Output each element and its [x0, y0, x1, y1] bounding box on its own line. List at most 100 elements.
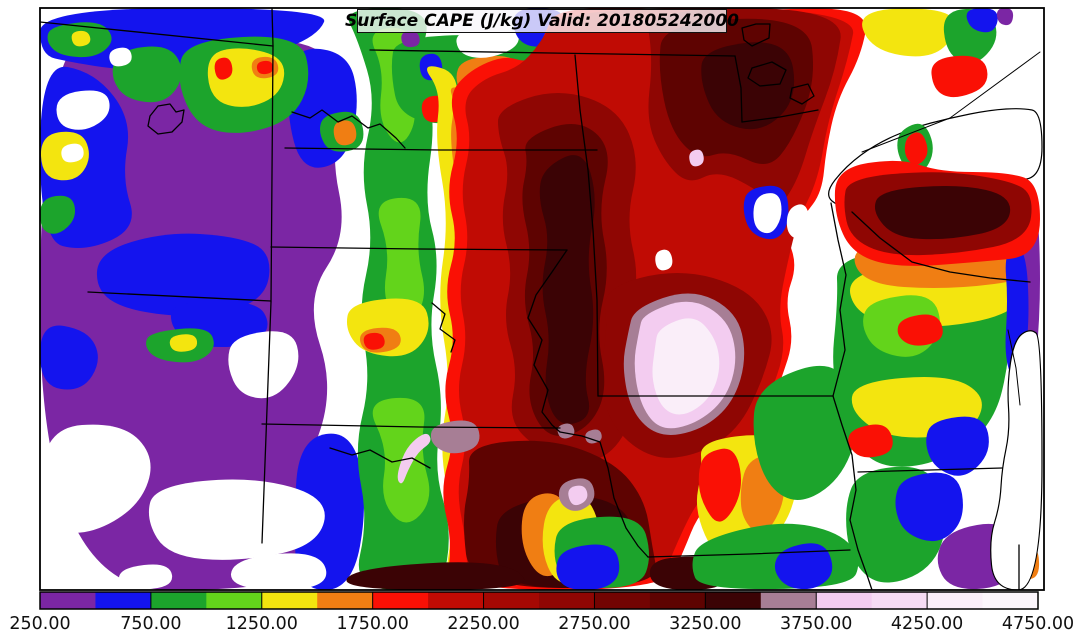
region-mauve-ne — [430, 420, 480, 454]
region-red-nc2 — [256, 60, 274, 75]
border-wi-il — [857, 467, 1003, 473]
colorbar-segment-4500 — [982, 592, 1039, 609]
border-sd-ne — [270, 246, 568, 251]
region-lake-michigan — [990, 330, 1043, 590]
border-co-wy — [87, 291, 272, 302]
lake-mn3 — [789, 83, 815, 105]
region-pink-s — [568, 485, 588, 506]
region-mn-lake1 — [753, 193, 782, 234]
region-white-w8b — [118, 564, 173, 590]
river-platte — [329, 447, 431, 469]
colorbar-tick-label: 4750.00 — [1002, 614, 1074, 633]
region-topc-white — [456, 26, 519, 58]
region-keweenaw-red — [904, 132, 928, 165]
region-thistle-mn-fleck — [689, 149, 704, 167]
region-mo-blue — [774, 543, 833, 590]
colorbar-segment-2250 — [483, 592, 540, 609]
river-wy — [291, 109, 406, 149]
region-white-w3b — [230, 553, 327, 590]
colorbar-segment-2750 — [594, 592, 651, 609]
region-mauve-dot-e1 — [557, 423, 575, 439]
region-pinkwhite-ia — [652, 318, 720, 415]
region-green-left-sm — [40, 195, 76, 234]
border-mn-west — [574, 54, 599, 397]
river-niobrara — [431, 302, 456, 353]
river-mississippi-low — [832, 395, 873, 590]
region-white-w7b — [109, 47, 132, 67]
colorbar-segment-500 — [95, 592, 152, 609]
region-blue-sw1 — [40, 325, 98, 390]
region-white-w8a — [44, 558, 95, 587]
region-purple-ne-dot — [996, 8, 1014, 26]
colorbar-segment-1750 — [372, 592, 429, 609]
region-brb-red — [698, 448, 741, 522]
colorbar-segment-3250 — [705, 592, 762, 609]
border-nw-angle — [734, 55, 743, 123]
colorbar-segment-1000 — [206, 592, 263, 609]
region-white-w4 — [228, 331, 299, 399]
region-yellow-sw-dot — [169, 334, 198, 352]
region-orange-301 — [333, 120, 357, 146]
colorbar-border — [39, 591, 1039, 610]
region-red-ne — [931, 55, 988, 98]
lake-red — [747, 61, 787, 87]
region-wi-red2 — [848, 424, 893, 458]
river-missouri-ne-ia — [527, 249, 568, 433]
region-blue-s-band — [294, 433, 364, 590]
colorbar-tick-label: 2750.00 — [558, 614, 630, 633]
region-maroon-mn — [701, 42, 795, 130]
colorbar-segment-750 — [150, 592, 207, 609]
border-ne-ks — [261, 423, 561, 429]
river-ne-mo — [559, 431, 649, 558]
lake-yellowstone — [147, 103, 185, 135]
region-white-w3a — [148, 479, 325, 560]
colorbar-tick-label: 2250.00 — [447, 614, 519, 633]
colorbar-segment-1250 — [261, 592, 318, 609]
river-mississippi-up — [830, 202, 847, 397]
border-intl-superior — [861, 51, 1041, 153]
colorbar-segment-2500 — [539, 592, 595, 609]
region-wi-red1 — [897, 314, 943, 346]
colorbar-segment-1500 — [317, 592, 374, 609]
region-ltgreen-band2 — [378, 197, 424, 323]
colorbar-segment-4250 — [927, 592, 984, 609]
region-il-blue — [895, 472, 963, 542]
region-maroon-strip-left — [346, 562, 525, 590]
region-white-w7a — [61, 143, 84, 163]
region-yellow-nw-dot — [71, 30, 91, 47]
region-mn-white-dot — [655, 249, 673, 271]
colorbar-tick-label: 4250.00 — [891, 614, 963, 633]
region-mn-lake2 — [786, 204, 810, 238]
state-border-layer — [40, 8, 1041, 590]
border-nd-sd — [284, 147, 598, 151]
border-ia-mo — [647, 549, 851, 558]
border-canada — [369, 49, 736, 57]
lake-of-the-woods — [741, 23, 771, 47]
region-maroon-central — [539, 155, 595, 424]
map-title-text: Surface CAPE (J/kg) Valid: 201805242000 — [345, 11, 740, 31]
region-blue-ne-dot — [966, 8, 998, 33]
colorbar-tick-label: 3250.00 — [669, 614, 741, 633]
region-mauve-dot-e2 — [585, 429, 602, 444]
colorbar-segment-4000 — [871, 592, 928, 609]
region-bc-blue — [556, 544, 620, 590]
colorbar-tick-label: 750.00 — [120, 614, 181, 633]
region-wi-blue2 — [926, 416, 989, 476]
region-white-w1 — [56, 90, 110, 130]
region-blue-center-left — [96, 233, 270, 316]
colorbar-segment-3500 — [760, 592, 817, 609]
border-mt-wy — [40, 21, 274, 47]
region-red-nc1 — [214, 57, 233, 80]
contour-fill-layer — [40, 8, 1044, 590]
colorbar-segment-3000 — [649, 592, 706, 609]
colorbar-segment-3750 — [816, 592, 873, 609]
colorbar-tick-label: 1250.00 — [226, 614, 298, 633]
border-wi-mi — [851, 211, 1031, 283]
shore-green-bay — [1007, 329, 1021, 406]
region-ia-east-green — [753, 365, 858, 500]
region-ne-red — [363, 332, 385, 350]
border-rainy-river — [741, 109, 819, 123]
map-frame — [39, 7, 1045, 591]
